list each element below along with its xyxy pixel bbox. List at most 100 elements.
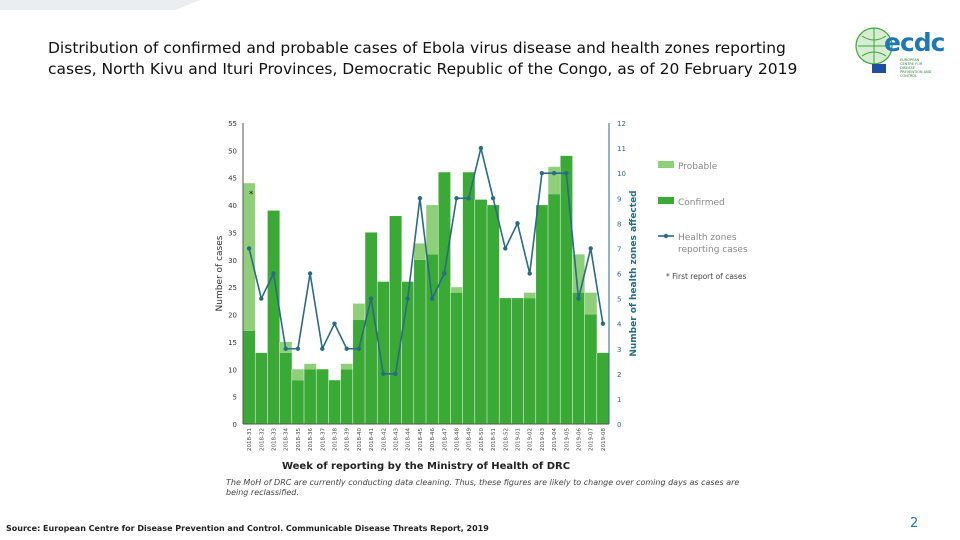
bar-confirmed — [499, 298, 512, 424]
top-decorative-band — [0, 0, 200, 10]
x-tick-label: 2018-44 — [406, 428, 412, 451]
health-zones-point — [442, 271, 447, 276]
health-zones-point — [356, 346, 362, 351]
bar-probable — [584, 292, 597, 315]
health-zones-point — [283, 346, 288, 351]
legend-swatch-confirmed — [658, 197, 674, 204]
bar-confirmed — [523, 298, 536, 424]
x-axis-label: Week of reporting by the Ministry of Hea… — [282, 461, 570, 472]
bar-confirmed — [328, 380, 341, 424]
health-zones-point — [393, 371, 398, 377]
bar-confirmed — [365, 232, 378, 424]
first-report-asterisk: * — [249, 190, 254, 200]
x-tick-label: 2018-45 — [418, 428, 424, 451]
bar-probable — [340, 363, 353, 370]
y2-tick-label: 11 — [617, 145, 626, 153]
y2-tick-label: 12 — [617, 120, 626, 128]
bar-probable — [426, 205, 439, 255]
x-tick-label: 2018-51 — [491, 428, 497, 451]
bar-confirmed — [450, 292, 463, 424]
x-tick-label: 2019-05 — [564, 428, 570, 451]
x-tick-label: 2018-38 — [333, 428, 339, 451]
bar-confirmed — [389, 216, 402, 424]
health-zones-point — [551, 170, 557, 176]
x-tick-label: 2018-34 — [284, 428, 290, 451]
y2-tick-label: 8 — [617, 220, 621, 228]
bar-probable — [304, 363, 317, 370]
health-zones-point — [490, 196, 496, 201]
x-tick-label: 2018-50 — [479, 428, 485, 451]
health-zones-point — [246, 246, 252, 251]
y-axis-label: Number of cases — [215, 235, 225, 311]
health-zones-point — [307, 271, 313, 276]
bar-confirmed — [352, 320, 365, 424]
health-zones-point — [405, 296, 410, 301]
y2-tick-label: 1 — [617, 396, 621, 404]
y-tick-label: 20 — [228, 312, 237, 320]
x-tick-label: 2018-32 — [259, 428, 265, 451]
x-tick-label: 2019-02 — [528, 428, 534, 451]
health-zones-point — [600, 321, 606, 326]
slide-title: Distribution of confirmed and probable c… — [48, 39, 798, 78]
y2-tick-label: 7 — [617, 245, 621, 253]
y2-tick-label: 2 — [617, 371, 621, 379]
x-tick-label: 2019-01 — [516, 428, 522, 451]
bar-confirmed — [243, 330, 256, 424]
bar-confirmed — [438, 172, 451, 424]
health-zones-point — [429, 296, 435, 301]
y2-tick-label: 3 — [617, 346, 621, 354]
health-zones-point — [503, 246, 508, 251]
legend-label-health-zones: Health zones reporting cases — [678, 233, 748, 255]
x-tick-label: 2018-33 — [272, 428, 278, 451]
health-zones-point — [295, 346, 301, 351]
bar-confirmed — [291, 380, 304, 424]
y-tick-label: 35 — [228, 229, 237, 237]
x-tick-label: 2018-46 — [430, 428, 436, 451]
y-tick-label: 0 — [233, 421, 237, 429]
bar-confirmed — [596, 352, 609, 424]
x-tick-label: 2018-42 — [381, 428, 387, 451]
bar-confirmed — [279, 352, 292, 424]
logo-subtext: EUROPEAN CENTRE FOR DISEASE PREVENTION A… — [900, 58, 932, 78]
bar-confirmed — [413, 259, 426, 424]
health-zones-point — [576, 296, 581, 301]
y2-tick-label: 6 — [617, 271, 622, 279]
y2-axis-label: Number of health zones affected — [629, 190, 639, 356]
bar-confirmed — [511, 298, 524, 424]
x-tick-label: 2018-35 — [296, 428, 302, 451]
bar-confirmed — [572, 292, 585, 424]
x-tick-label: 2018-37 — [320, 428, 326, 451]
y-tick-label: 40 — [228, 202, 237, 210]
bar-probable — [291, 369, 304, 381]
legend-swatch-probable — [658, 161, 674, 168]
health-zones-point — [381, 371, 386, 377]
health-zones-point — [478, 145, 484, 151]
source-citation: Source: European Centre for Disease Prev… — [6, 524, 489, 533]
bar-probable — [450, 287, 463, 293]
data-cleaning-note: The MoH of DRC are currently conducting … — [226, 478, 740, 497]
y-tick-label: 5 — [233, 394, 237, 402]
y-tick-label: 15 — [228, 339, 237, 347]
y2-tick-label: 5 — [617, 296, 621, 304]
y2-tick-label: 10 — [617, 170, 626, 178]
x-tick-label: 2018-31 — [247, 428, 253, 451]
x-tick-label: 2019-06 — [577, 428, 583, 451]
health-zones-point — [539, 170, 545, 176]
health-zones-point — [320, 346, 325, 351]
logo-wordmark: ecdc — [884, 28, 945, 57]
x-tick-label: 2018-36 — [308, 428, 314, 451]
bar-probable — [243, 183, 256, 331]
x-tick-label: 2018-49 — [467, 428, 473, 451]
bar-confirmed — [560, 155, 573, 424]
x-tick-label: 2018-43 — [394, 428, 400, 451]
health-zones-point — [588, 246, 593, 251]
x-tick-label: 2018-48 — [455, 428, 461, 451]
y-tick-label: 50 — [228, 147, 237, 155]
bar-probable — [352, 303, 365, 321]
x-tick-label: 2019-04 — [552, 428, 558, 451]
health-zones-point — [466, 196, 471, 201]
legend-swatch-health-zones-marker — [663, 233, 669, 239]
bar-confirmed — [316, 369, 329, 424]
bar-probable — [523, 292, 536, 299]
x-tick-label: 2019-07 — [589, 428, 595, 451]
